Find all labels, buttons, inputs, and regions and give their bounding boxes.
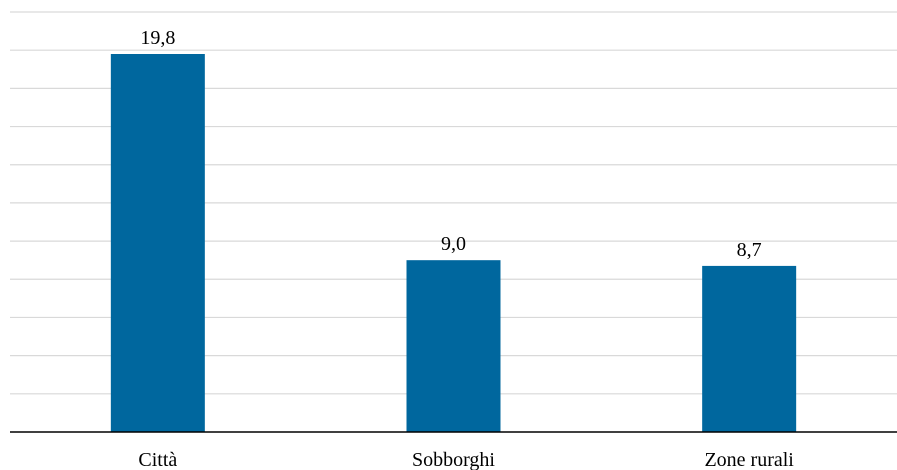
bars — [110, 54, 797, 432]
x-tick-label: Sobborghi — [412, 449, 495, 470]
bar-value-label: 19,8 — [140, 27, 175, 49]
x-tick-label: Zone rurali — [704, 449, 794, 470]
bar — [702, 265, 797, 432]
bar — [110, 54, 205, 432]
bar-value-label: 9,0 — [441, 233, 466, 255]
bar — [406, 260, 501, 432]
value-labels: 19,8 9,0 8,7 — [140, 27, 761, 261]
x-tick-label: Città — [138, 449, 177, 470]
x-tick-labels: Città Sobborghi Zone rurali — [138, 449, 794, 470]
bar-value-label: 8,7 — [737, 239, 762, 261]
